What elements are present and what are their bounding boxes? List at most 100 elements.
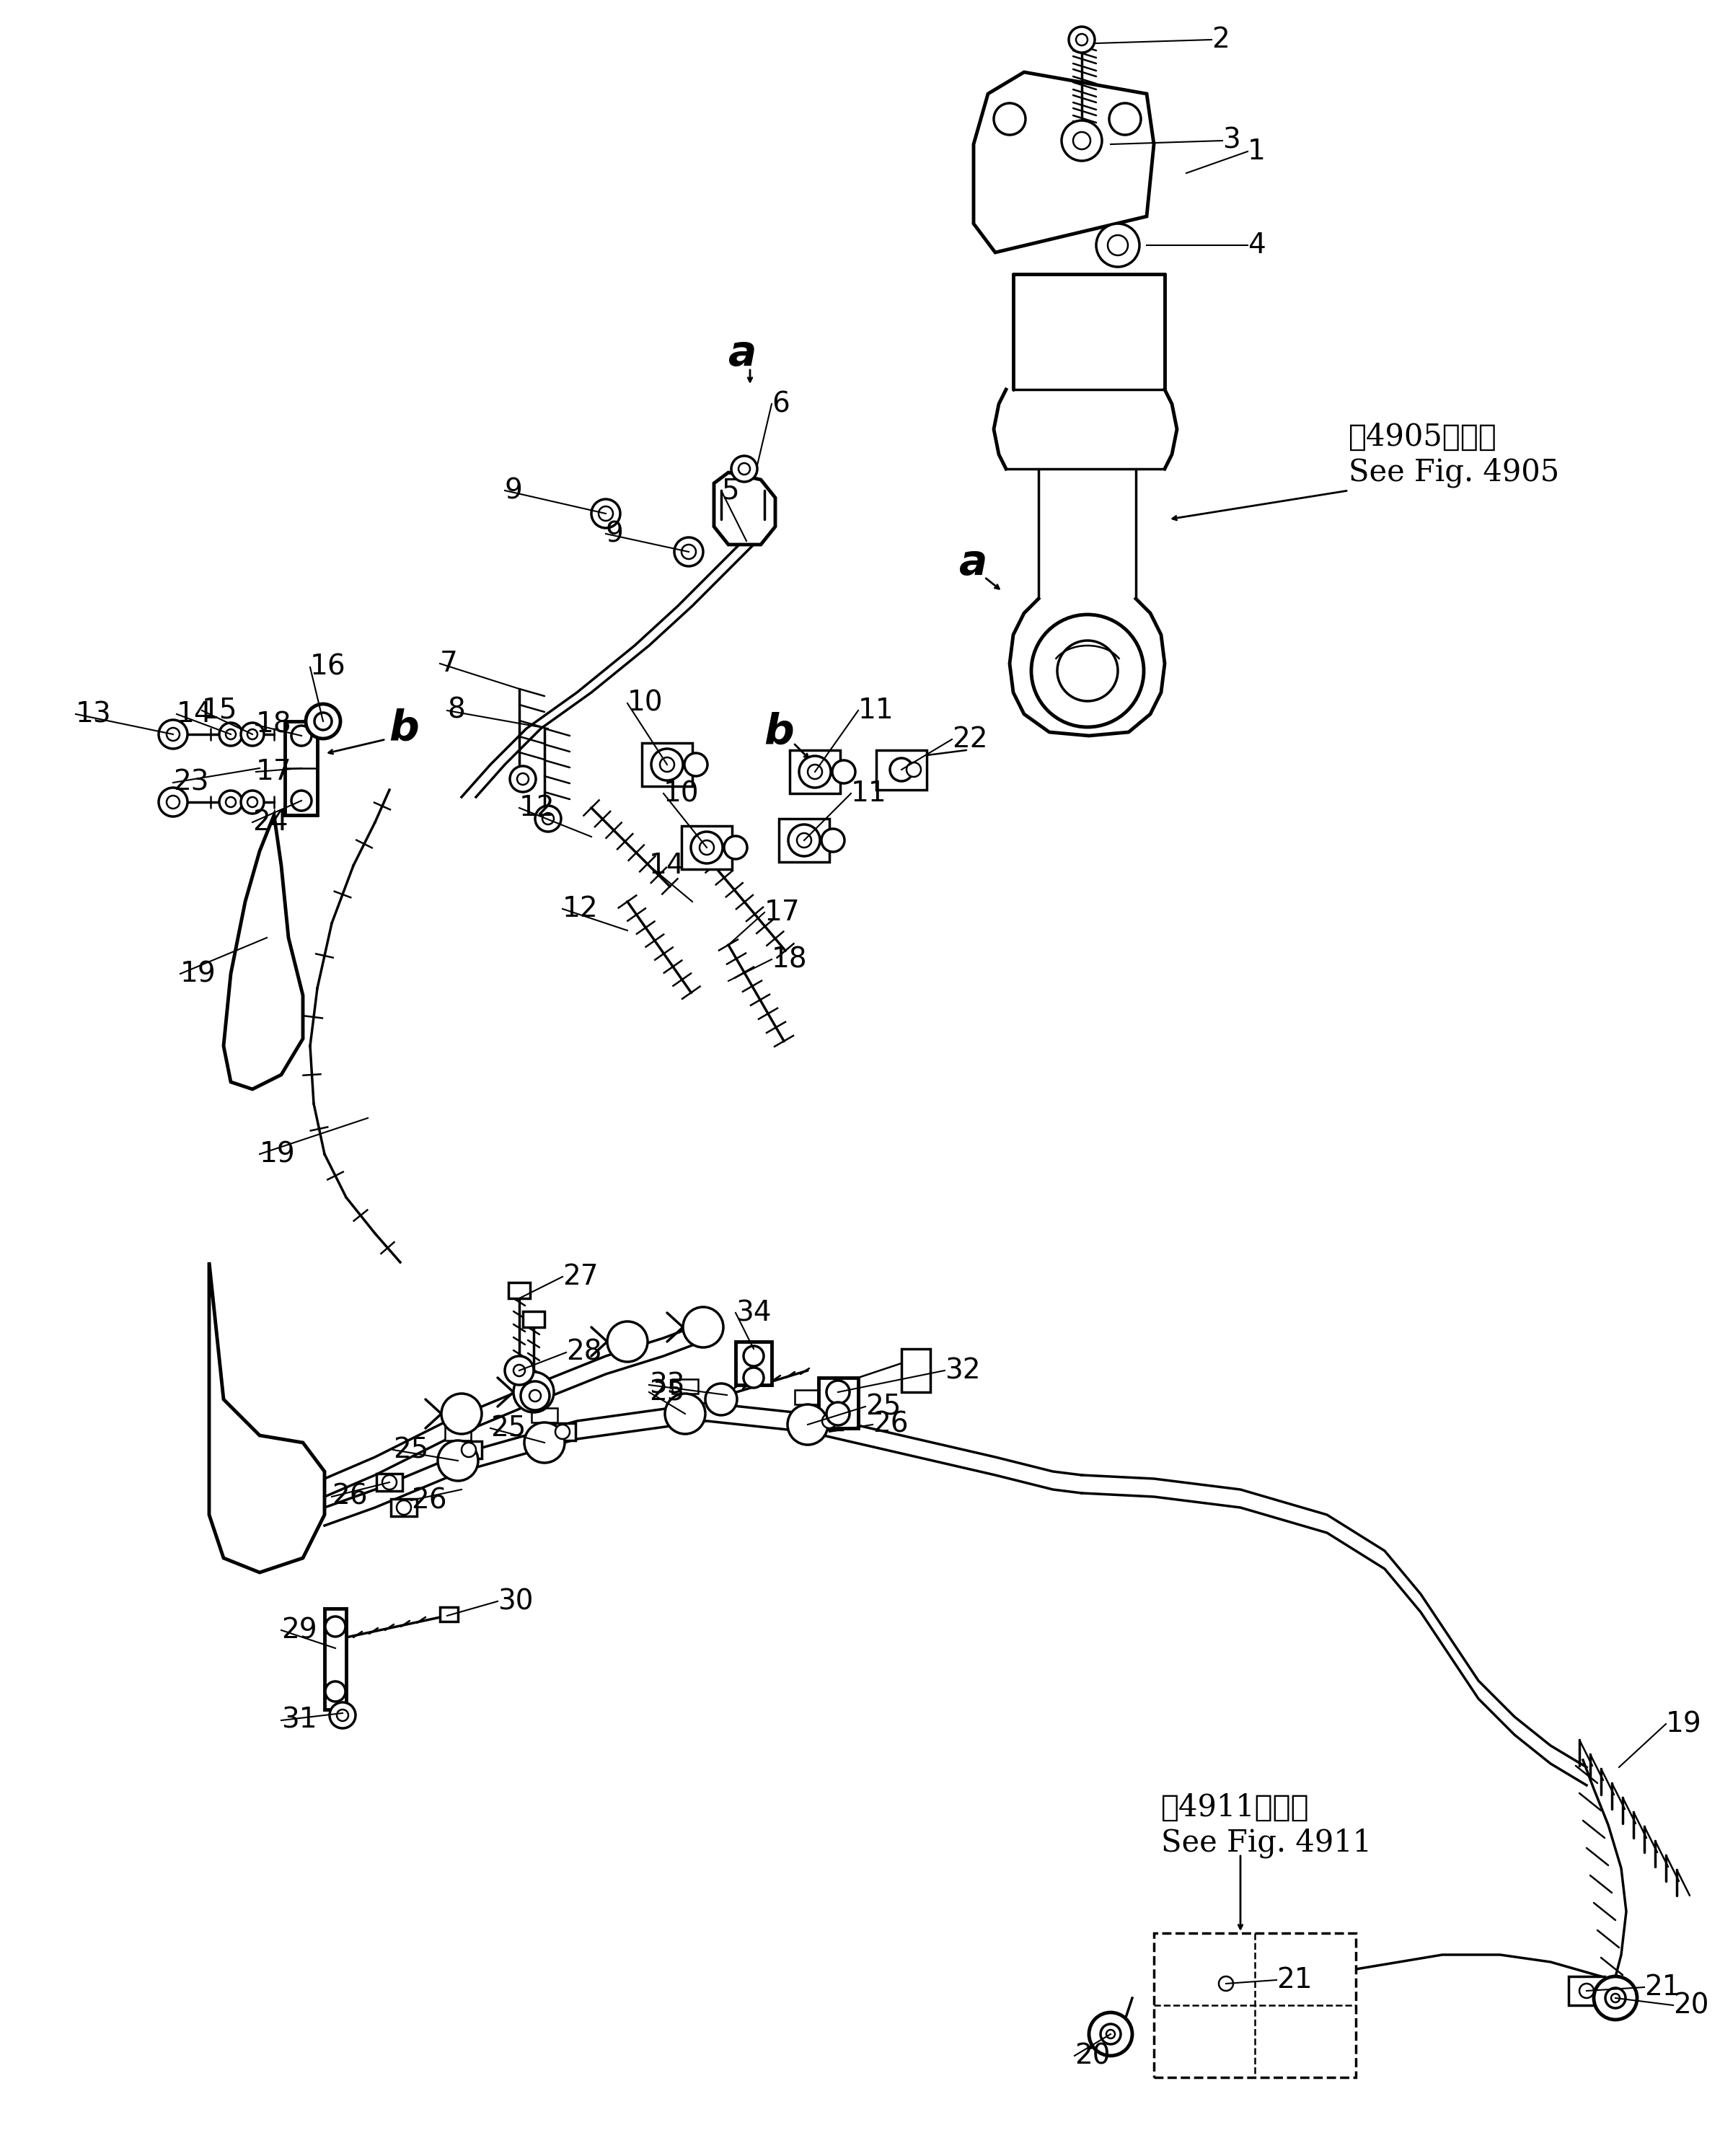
- Text: a: a: [960, 541, 987, 582]
- Text: 16: 16: [310, 653, 346, 681]
- Circle shape: [442, 1393, 482, 1434]
- Circle shape: [291, 727, 311, 746]
- Text: 6: 6: [772, 390, 789, 418]
- Circle shape: [1605, 1988, 1625, 2007]
- Text: 20: 20: [1075, 2042, 1109, 2070]
- Text: 17: 17: [256, 759, 292, 785]
- Bar: [440, 1606, 458, 1621]
- Text: 第4905図参照
See Fig. 4905: 第4905図参照 See Fig. 4905: [1348, 423, 1560, 487]
- Circle shape: [306, 705, 341, 740]
- Circle shape: [592, 500, 621, 528]
- Text: 19: 19: [181, 959, 217, 987]
- Text: 4: 4: [1247, 231, 1266, 259]
- Circle shape: [660, 757, 674, 772]
- Circle shape: [800, 757, 831, 787]
- Text: 10: 10: [628, 690, 664, 718]
- Circle shape: [1058, 640, 1118, 701]
- Bar: [1569, 1977, 1605, 2005]
- Circle shape: [1101, 2024, 1121, 2044]
- Circle shape: [607, 1322, 648, 1363]
- Circle shape: [218, 791, 243, 813]
- Bar: [779, 819, 829, 862]
- Circle shape: [518, 774, 528, 785]
- Text: 26: 26: [332, 1483, 368, 1511]
- Circle shape: [397, 1501, 411, 1516]
- Circle shape: [330, 1703, 356, 1729]
- Circle shape: [743, 1345, 764, 1367]
- Text: b: b: [389, 707, 420, 748]
- Bar: [531, 1408, 557, 1423]
- Text: 15: 15: [201, 696, 237, 724]
- Text: 12: 12: [562, 895, 599, 923]
- Text: 29: 29: [282, 1617, 316, 1643]
- Circle shape: [827, 1380, 850, 1404]
- Circle shape: [994, 103, 1025, 136]
- Circle shape: [808, 765, 822, 778]
- Circle shape: [832, 761, 855, 783]
- Text: 25: 25: [394, 1436, 428, 1464]
- Circle shape: [1594, 1977, 1637, 2020]
- Text: 18: 18: [256, 711, 292, 740]
- Text: 10: 10: [664, 780, 700, 806]
- Text: 32: 32: [944, 1356, 980, 1384]
- Text: 14: 14: [177, 701, 213, 729]
- Text: 28: 28: [566, 1339, 602, 1367]
- Circle shape: [535, 806, 561, 832]
- Bar: [673, 1380, 698, 1393]
- Text: 14: 14: [648, 852, 685, 880]
- Text: 24: 24: [253, 808, 289, 837]
- Circle shape: [1077, 34, 1087, 45]
- Bar: [736, 1341, 772, 1384]
- Text: 11: 11: [858, 696, 894, 724]
- Circle shape: [248, 729, 258, 740]
- Bar: [901, 1350, 931, 1393]
- Circle shape: [218, 722, 243, 746]
- Circle shape: [681, 545, 697, 558]
- Circle shape: [1096, 224, 1139, 267]
- Circle shape: [241, 791, 263, 813]
- Circle shape: [1219, 1977, 1233, 1990]
- Bar: [445, 1425, 471, 1440]
- Circle shape: [674, 537, 703, 567]
- Circle shape: [827, 1401, 850, 1425]
- Circle shape: [158, 720, 187, 748]
- Text: b: b: [764, 711, 795, 752]
- Circle shape: [1106, 2029, 1115, 2037]
- Bar: [817, 1412, 843, 1429]
- Circle shape: [291, 791, 311, 811]
- Circle shape: [556, 1425, 569, 1438]
- Text: a: a: [729, 332, 757, 373]
- Bar: [1154, 1934, 1355, 2078]
- Text: 7: 7: [440, 649, 458, 677]
- Text: 33: 33: [648, 1371, 685, 1399]
- Circle shape: [1032, 614, 1144, 727]
- Bar: [549, 1423, 576, 1440]
- Circle shape: [599, 507, 612, 522]
- Text: 12: 12: [519, 793, 556, 821]
- Circle shape: [691, 832, 722, 862]
- Text: 20: 20: [1674, 1992, 1710, 2018]
- Bar: [681, 826, 733, 869]
- Circle shape: [530, 1391, 540, 1401]
- Circle shape: [1089, 2012, 1132, 2055]
- Text: 1: 1: [1247, 138, 1266, 166]
- Circle shape: [822, 828, 845, 852]
- Bar: [325, 1608, 346, 1710]
- Bar: [377, 1475, 402, 1492]
- Bar: [795, 1391, 820, 1404]
- Circle shape: [700, 841, 714, 854]
- Circle shape: [325, 1617, 346, 1636]
- Circle shape: [1068, 26, 1094, 52]
- Circle shape: [683, 1307, 724, 1348]
- Bar: [456, 1440, 482, 1457]
- Circle shape: [542, 813, 554, 824]
- Circle shape: [705, 1384, 738, 1414]
- Circle shape: [788, 824, 820, 856]
- Text: 31: 31: [282, 1708, 316, 1733]
- Bar: [1207, 1968, 1244, 1999]
- Circle shape: [225, 798, 236, 806]
- Circle shape: [439, 1440, 478, 1481]
- Text: 19: 19: [1667, 1710, 1701, 1738]
- Text: 13: 13: [76, 701, 112, 729]
- Text: 5: 5: [721, 476, 740, 505]
